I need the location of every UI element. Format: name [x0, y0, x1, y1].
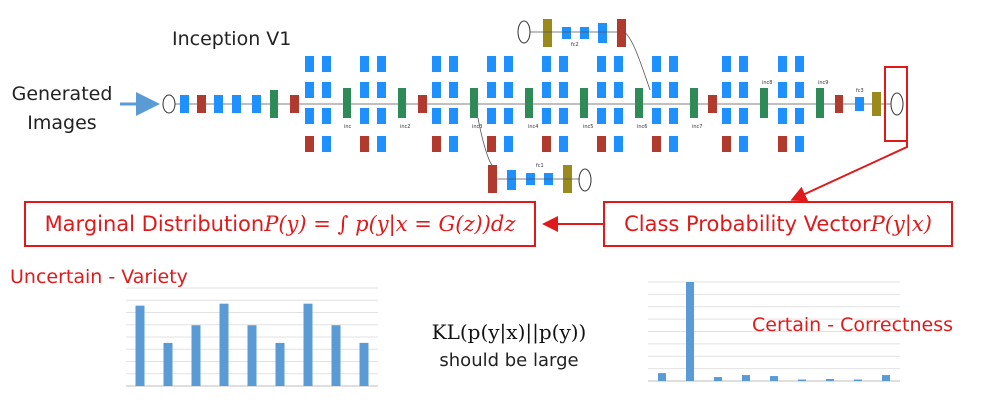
uncertain-label: Uncertain - Variety [10, 266, 188, 288]
stem-layers [180, 90, 299, 118]
certain-label: Certain - Correctness [752, 314, 953, 336]
output-highlight-box [884, 66, 908, 142]
chart-bar [854, 379, 862, 381]
chart-bar [714, 377, 722, 381]
marginal-distribution-box: Marginal Distribution P(y) = ∫ p(y|x = G… [24, 201, 536, 247]
input-node [162, 94, 176, 114]
chart-bar [770, 376, 778, 381]
kl-caption: should be large [439, 350, 579, 371]
chart-bar [658, 373, 666, 381]
input-label: Generated Images [11, 83, 113, 134]
marginal-formula: P(y) = ∫ p(y|x = G(z))dz [264, 212, 516, 236]
chart-bar [359, 342, 369, 386]
inception-module [487, 56, 533, 152]
uncertain-chart [126, 287, 378, 387]
class-probability-box: Class Probability Vector P(y|x) [603, 201, 953, 247]
inception-module [432, 56, 478, 152]
chart-bar [303, 303, 313, 386]
chart-bar [826, 379, 834, 381]
output-to-class-arrow [790, 141, 908, 202]
inception-module [305, 56, 351, 152]
inception-modules [305, 56, 824, 152]
chart-bar [275, 342, 285, 386]
chart-bar [331, 325, 341, 386]
inception-module [360, 56, 406, 152]
chart-bar [191, 325, 201, 386]
aux-branch-bottom [477, 117, 592, 193]
class-prob-text: Class Probability Vector [624, 212, 871, 236]
class-prob-formula: P(y|x) [870, 212, 932, 236]
classifier-tail [835, 66, 908, 142]
certain-chart [648, 281, 900, 382]
chart-bar [882, 375, 890, 381]
chart-bar [219, 303, 229, 386]
chart-bar [163, 342, 173, 386]
inception-module [652, 56, 698, 152]
inception-module [778, 56, 824, 152]
inception-module [597, 56, 643, 152]
aux-branch-top [517, 19, 651, 91]
chart-bar [798, 379, 806, 381]
kl-formula: KL(p(y|x)||p(y)) [431, 320, 587, 344]
chart-bar [135, 305, 145, 386]
chart-bar [742, 375, 750, 381]
chart-bar [686, 282, 694, 381]
softmax-output-node [890, 92, 904, 116]
marginal-text: Marginal Distribution [44, 212, 265, 236]
chart-bar [247, 325, 257, 386]
inception-module [722, 56, 768, 152]
network-title: Inception V1 [172, 28, 292, 50]
inception-module [542, 56, 588, 152]
